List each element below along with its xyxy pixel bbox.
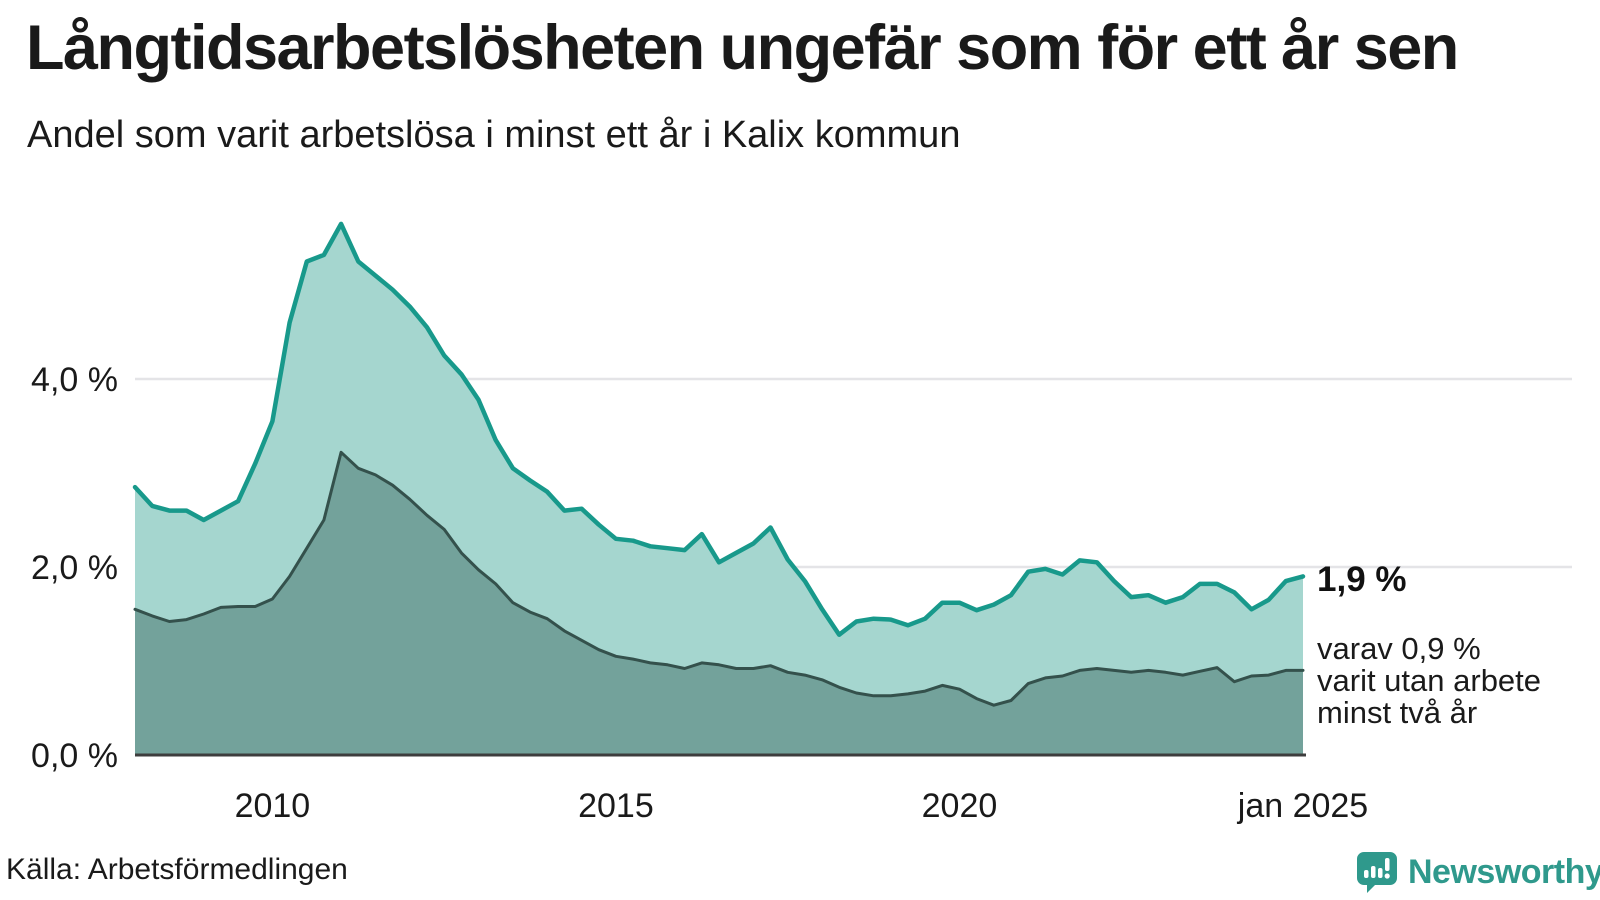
y-tick-label-2pct: 2,0 % [31, 549, 118, 587]
area-min-one-year [135, 223, 1303, 706]
chart-subtitle: Andel som varit arbetslösa i minst ett å… [27, 114, 961, 156]
chart-title: Långtidsarbetslösheten ungefär som för e… [26, 13, 1459, 83]
source-note: Källa: Arbetsförmedlingen [6, 853, 348, 886]
y-tick-label-0pct: 0,0 % [31, 737, 118, 775]
x-tick-label-2020: 2020 [922, 787, 998, 825]
newsworthy-wordmark: Newsworthy [1408, 853, 1600, 891]
newsworthy-chart-bubble-icon [1357, 852, 1397, 893]
last-value-detail: varav 0,9 % varit utan arbete minst två … [1317, 633, 1541, 729]
last-value-label: 1,9 % [1317, 560, 1407, 599]
line-min-two-years [133, 450, 1305, 707]
x-tick-label-2010: 2010 [235, 787, 311, 825]
line-min-one-year [132, 221, 1306, 637]
detail-line-3: minst två år [1317, 695, 1478, 730]
area-min-two-years [135, 452, 1303, 755]
x-tick-label-2025: jan 2025 [1237, 787, 1368, 825]
detail-line-2: varit utan arbete [1317, 663, 1542, 698]
detail-line-1: varav 0,9 % [1317, 631, 1481, 666]
y-tick-label-4pct: 4,0 % [31, 361, 118, 399]
x-tick-label-2015: 2015 [578, 787, 654, 825]
newsworthy-logo: Newsworthy [1356, 851, 1600, 893]
